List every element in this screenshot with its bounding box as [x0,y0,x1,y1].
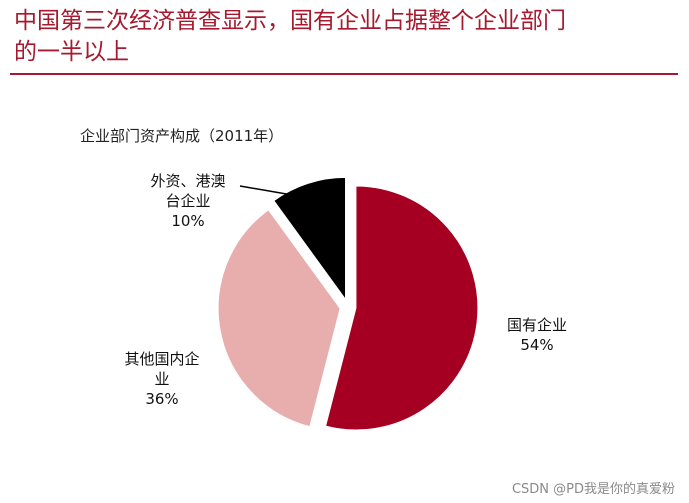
slice-name-label: 业 [154,370,169,388]
slice-name-label: 国有企业 [507,316,567,334]
pie-slice [273,176,347,301]
slice-name-label: 其他国内企 [124,350,199,368]
pie-slice [217,209,341,428]
leader-line [239,185,299,197]
pie-slices [217,176,479,431]
slice-value-label: 10% [171,212,204,230]
slice-value-label: 36% [145,390,178,408]
headline-line-1: 中国第三次经济普查显示，国有企业占据整个企业部门 [14,8,566,34]
headline-divider [10,73,678,75]
slice-name-label: 外资、港澳 [150,172,225,190]
pie-slice [324,185,479,431]
chart-title: 企业部门资产构成（2011年） [80,127,283,145]
headline-line-2: 的一半以上 [14,39,129,65]
slice-name-label: 台企业 [165,192,210,210]
headline: 中国第三次经济普查显示，国有企业占据整个企业部门 的一半以上 [14,6,654,68]
watermark: CSDN @PD我是你的真爱粉 [511,482,675,497]
slice-value-label: 54% [520,336,553,354]
